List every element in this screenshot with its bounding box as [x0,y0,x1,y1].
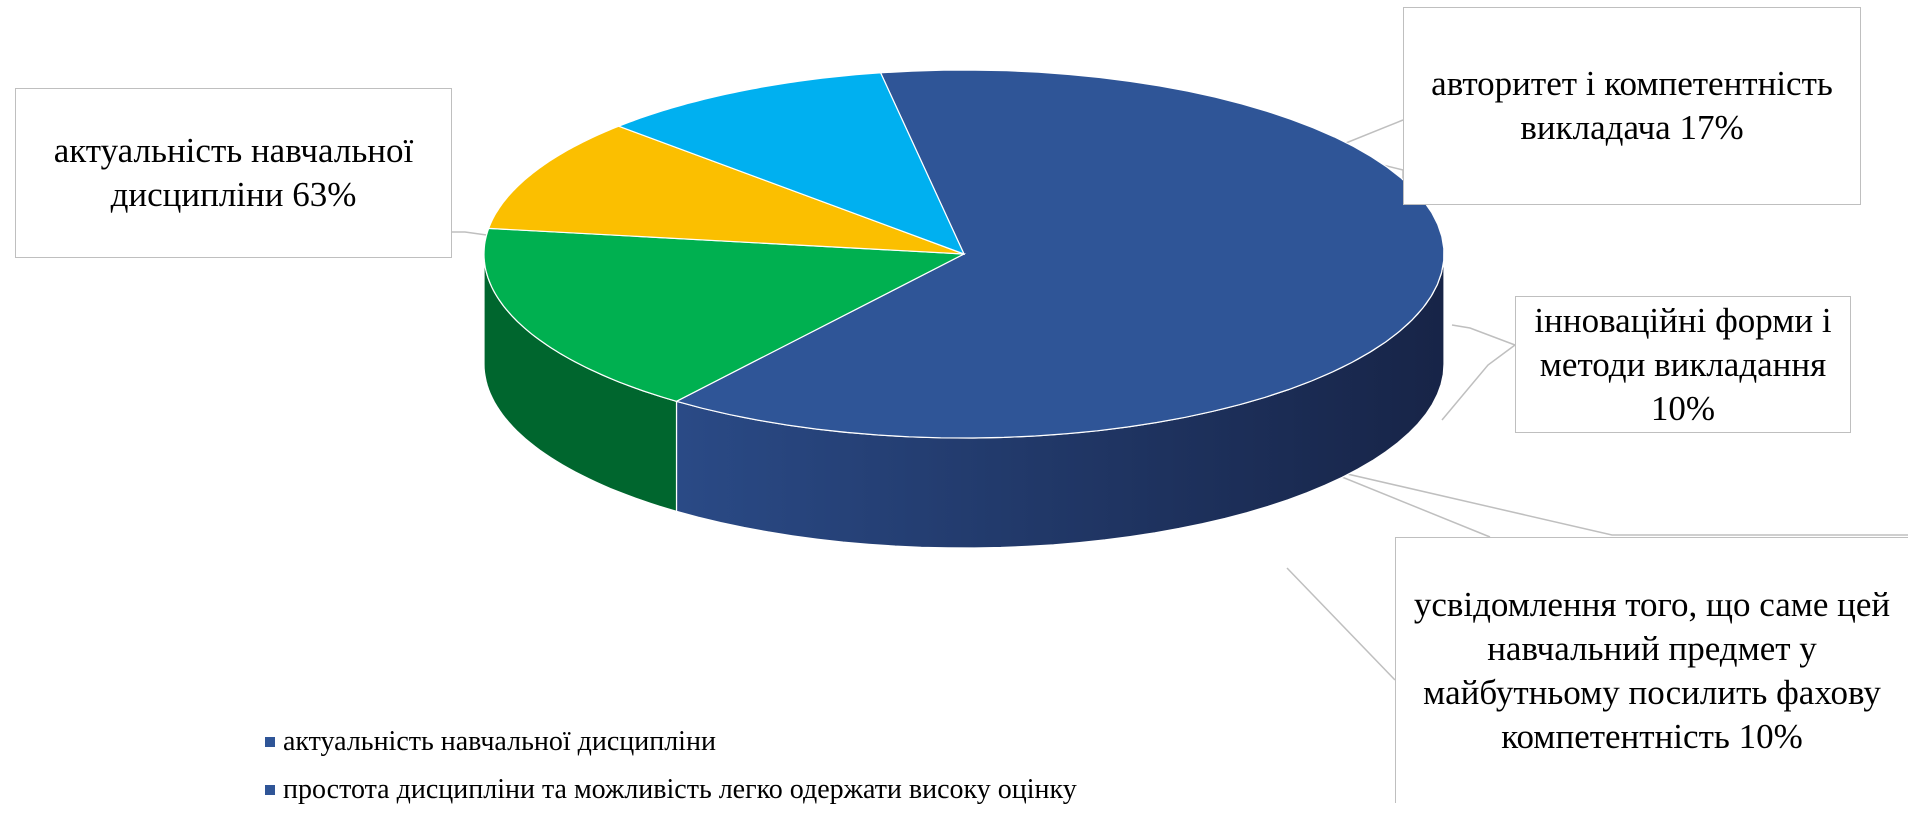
legend-label: актуальність навчальної дисципліни [283,726,716,757]
pie-slice-3 [487,125,965,255]
data-label-2: авторитет і компетентність викладача 17% [1403,7,1861,205]
legend-swatch [265,785,275,795]
pie-slices [483,69,1445,439]
pie-slice-2 [483,227,967,402]
legend-item: актуальність навчальної дисципліни [265,718,1077,766]
data-label-4: усвідомлення того, що саме цей навчальни… [1395,537,1908,803]
leader-line [1441,344,1516,421]
data-label-1: актуальність навчальної дисципліни 63% [15,88,452,258]
leader-line [1335,119,1404,148]
chart-legend: актуальність навчальної дисципліни прост… [265,718,1077,814]
leader-line [1286,567,1396,681]
legend-label: простота дисципліни та можливість легко … [283,774,1077,805]
data-label-3: інноваційні форми і методи викладання 10… [1515,296,1851,433]
legend-swatch [265,737,275,747]
pie-slice-1 [674,69,1445,439]
pie-slice-4 [617,72,966,256]
leader-line [1451,324,1516,346]
legend-item: простота дисципліни та можливість легко … [265,766,1077,814]
leader-line [1329,469,1908,536]
